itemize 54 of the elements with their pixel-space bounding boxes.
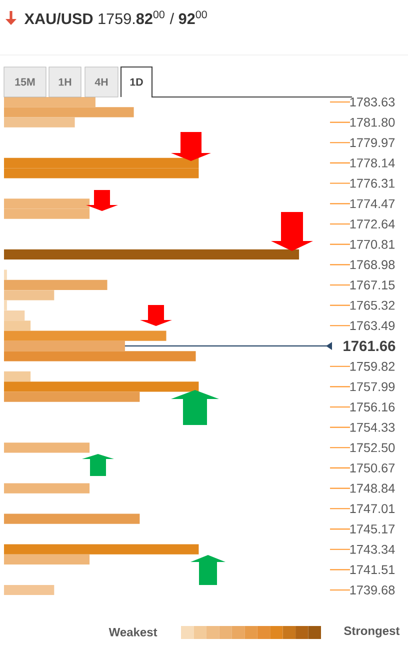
y-tick-label: 1783.63	[350, 98, 395, 106]
y-tick-label: 1772.64	[350, 220, 395, 229]
y-tick-label: 1768.98	[350, 260, 395, 270]
y-tick-label: 1752.50	[350, 443, 395, 452]
bar	[4, 442, 90, 453]
y-tick-label: 1757.99	[350, 382, 395, 392]
bar	[4, 270, 7, 280]
bar	[4, 392, 140, 402]
bar	[4, 351, 196, 362]
y-tick-label: 1767.15	[350, 280, 395, 290]
text: 4H	[94, 78, 108, 86]
bar	[4, 280, 108, 290]
y-tick-label: 1745.17	[350, 524, 395, 534]
bar	[4, 96, 96, 108]
y-tick-label: 1754.33	[350, 422, 395, 432]
y-tick-label: 1741.51	[350, 565, 395, 574]
text: 1D	[130, 78, 143, 86]
bar	[4, 300, 7, 310]
y-tick-label: 1750.67	[350, 463, 395, 472]
bar	[4, 107, 134, 118]
ref-line-label: 1761.66	[344, 340, 396, 352]
y-tick-label: 1756.16	[350, 402, 395, 412]
y-tick-label: 1776.31	[350, 178, 395, 188]
y-tick-label: 1747.01	[350, 504, 395, 514]
y-tick-label: 1781.80	[350, 118, 395, 127]
y-tick-label: 1778.14	[350, 158, 395, 168]
y-tick-label: 1763.49	[350, 321, 395, 330]
bar	[4, 382, 199, 392]
y-tick-label: 1765.32	[350, 300, 395, 310]
y-tick-label: 1774.47	[350, 199, 395, 208]
text: 15M	[15, 78, 35, 86]
bar	[4, 290, 54, 300]
text: Weakest	[108, 628, 158, 636]
y-tick-label: 1743.34	[350, 544, 395, 554]
text: Strongest	[344, 626, 400, 638]
y-tick-label: 1770.81	[350, 240, 395, 249]
y-tick-label: 1759.82	[350, 362, 395, 371]
y-tick-label: 1748.84	[350, 484, 395, 493]
bar	[4, 483, 90, 494]
bar	[4, 371, 31, 382]
bar	[4, 320, 31, 331]
bar	[4, 544, 199, 554]
bar	[4, 514, 140, 524]
bar	[4, 310, 25, 321]
chart-title: XAU/USD 1759.82$^{00}$ / 92$^{00}$	[24, 10, 207, 24]
bar	[4, 117, 75, 128]
y-tick-label: 1739.68	[350, 586, 395, 594]
bar	[4, 330, 166, 341]
bar	[4, 249, 300, 260]
bar	[4, 584, 54, 596]
text: 1H	[58, 78, 72, 86]
bar	[4, 340, 125, 351]
y-tick-label: 1779.97	[350, 138, 395, 148]
bar	[4, 554, 90, 565]
